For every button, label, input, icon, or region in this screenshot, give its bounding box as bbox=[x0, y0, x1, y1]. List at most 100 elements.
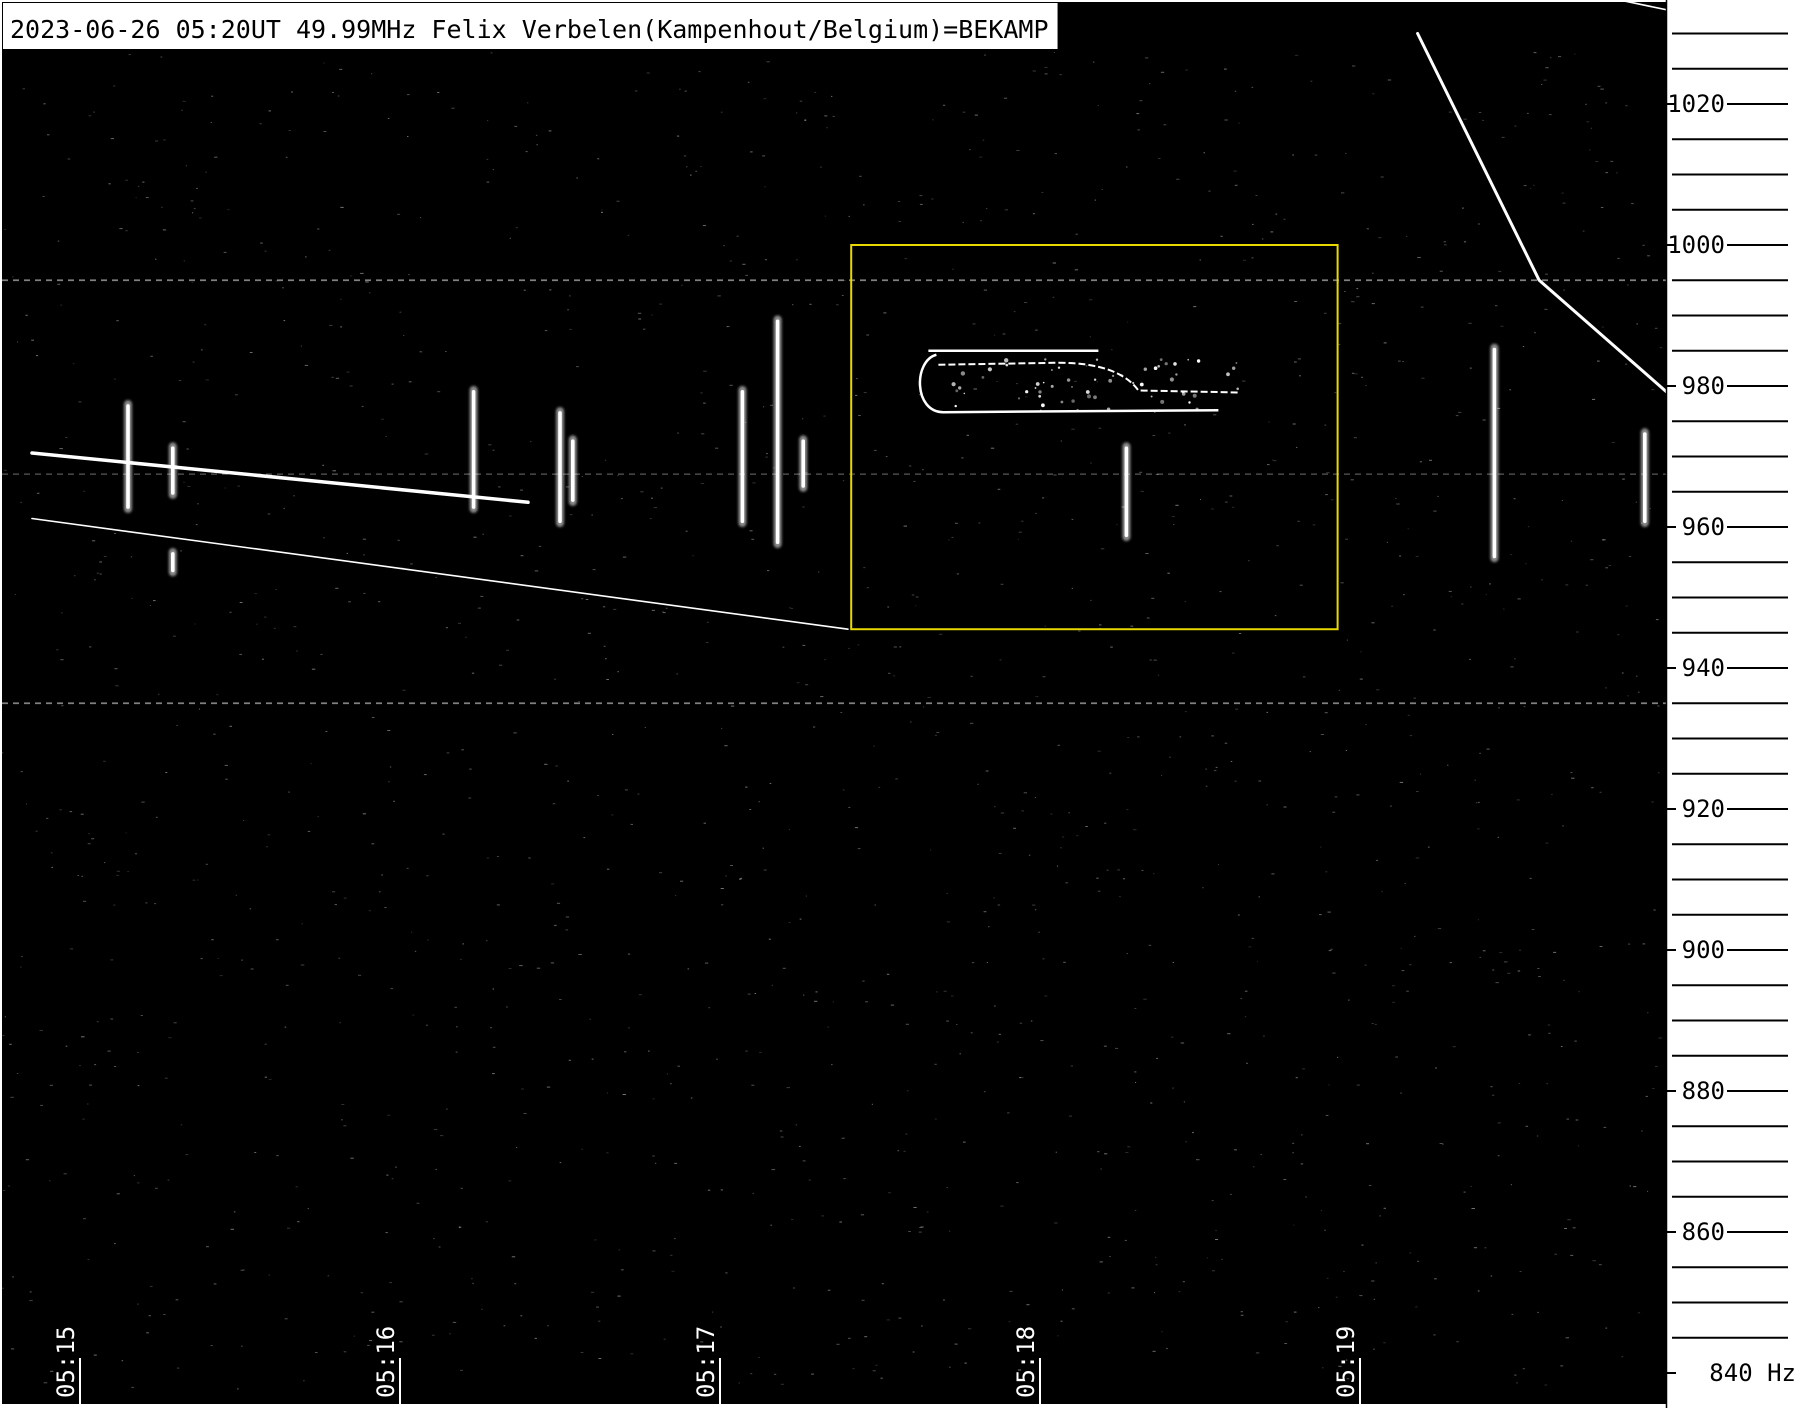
noise-speck bbox=[1622, 478, 1625, 480]
highlight-box bbox=[850, 244, 1339, 631]
noise-speck bbox=[1071, 428, 1075, 430]
noise-speck bbox=[720, 111, 723, 113]
noise-speck bbox=[176, 725, 178, 726]
head-echo-trail bbox=[1615, 0, 1697, 17]
noise-speck bbox=[814, 91, 817, 93]
noise-speck bbox=[554, 678, 556, 680]
noise-speck bbox=[598, 1320, 601, 1322]
noise-speck bbox=[1242, 259, 1247, 261]
noise-speck bbox=[1032, 70, 1036, 72]
noise-speck bbox=[1170, 1036, 1174, 1038]
noise-speck bbox=[1089, 336, 1092, 338]
noise-speck bbox=[243, 820, 245, 821]
noise-speck bbox=[873, 745, 875, 747]
noise-speck bbox=[606, 1092, 608, 1094]
noise-speck bbox=[297, 1221, 300, 1223]
noise-speck bbox=[788, 922, 791, 923]
noise-speck bbox=[361, 406, 364, 407]
noise-speck bbox=[1522, 1368, 1525, 1370]
noise-speck bbox=[1389, 805, 1392, 807]
noise-speck bbox=[192, 879, 196, 881]
noise-speck bbox=[705, 642, 709, 643]
noise-speck bbox=[1546, 1083, 1548, 1085]
noise-speck bbox=[556, 902, 561, 904]
noise-speck bbox=[67, 158, 71, 160]
noise-speck bbox=[651, 497, 653, 499]
noise-speck bbox=[1251, 257, 1254, 259]
noise-speck bbox=[1324, 712, 1328, 714]
noise-speck bbox=[1070, 1065, 1073, 1067]
noise-speck bbox=[616, 200, 620, 202]
noise-speck bbox=[369, 292, 371, 294]
meteor-ping bbox=[471, 390, 476, 509]
noise-speck bbox=[481, 1308, 483, 1310]
noise-speck bbox=[999, 659, 1002, 661]
noise-speck bbox=[730, 865, 733, 866]
noise-speck bbox=[1154, 1256, 1157, 1258]
noise-speck bbox=[888, 672, 891, 674]
noise-speck bbox=[249, 352, 253, 353]
noise-speck bbox=[1448, 111, 1452, 113]
noise-speck bbox=[804, 119, 807, 121]
long-echo-fragment bbox=[1004, 358, 1009, 363]
noise-speck bbox=[1199, 259, 1201, 261]
noise-speck bbox=[888, 1192, 891, 1194]
noise-speck bbox=[1610, 160, 1614, 162]
noise-speck bbox=[113, 1066, 117, 1067]
noise-speck bbox=[1240, 1311, 1243, 1313]
noise-speck bbox=[1294, 361, 1297, 363]
noise-speck bbox=[451, 107, 455, 109]
noise-speck bbox=[1470, 586, 1472, 588]
noise-speck bbox=[1152, 1350, 1156, 1352]
noise-speck bbox=[1628, 556, 1632, 557]
noise-speck bbox=[576, 177, 578, 179]
noise-speck bbox=[813, 726, 816, 728]
noise-speck bbox=[175, 1299, 179, 1301]
noise-speck bbox=[652, 1250, 656, 1252]
noise-speck bbox=[391, 1178, 394, 1180]
noise-speck bbox=[1456, 1341, 1459, 1343]
noise-speck bbox=[1605, 172, 1609, 174]
noise-speck bbox=[970, 1032, 973, 1034]
noise-speck bbox=[1003, 97, 1008, 99]
long-echo-fragment bbox=[951, 382, 956, 387]
noise-speck bbox=[465, 636, 467, 638]
noise-speck bbox=[985, 208, 988, 210]
noise-speck bbox=[771, 984, 773, 986]
noise-speck bbox=[802, 644, 806, 646]
noise-speck bbox=[20, 771, 23, 773]
noise-speck bbox=[1346, 1378, 1350, 1380]
noise-speck bbox=[580, 1352, 584, 1353]
noise-speck bbox=[473, 536, 477, 538]
noise-speck bbox=[1637, 1312, 1641, 1314]
noise-speck bbox=[670, 1254, 673, 1256]
noise-speck bbox=[782, 967, 786, 969]
noise-speck bbox=[795, 1124, 798, 1126]
noise-speck bbox=[1026, 1304, 1030, 1306]
noise-speck bbox=[1395, 1056, 1398, 1058]
noise-speck bbox=[385, 1232, 388, 1234]
noise-speck bbox=[181, 109, 183, 111]
noise-speck bbox=[1155, 473, 1159, 475]
noise-speck bbox=[920, 1325, 923, 1327]
noise-speck bbox=[445, 351, 447, 352]
noise-speck bbox=[275, 589, 278, 590]
noise-speck bbox=[805, 895, 807, 897]
noise-speck bbox=[1016, 150, 1020, 151]
noise-speck bbox=[1097, 750, 1101, 752]
noise-speck bbox=[613, 608, 617, 610]
noise-speck bbox=[763, 98, 767, 100]
noise-speck bbox=[205, 863, 208, 865]
noise-speck bbox=[180, 1124, 183, 1126]
noise-speck bbox=[1130, 625, 1134, 627]
noise-speck bbox=[508, 1180, 512, 1182]
noise-speck bbox=[1275, 213, 1278, 215]
meteor-ping bbox=[571, 439, 575, 502]
long-echo-fragment bbox=[1236, 387, 1239, 391]
noise-speck bbox=[1380, 176, 1384, 178]
noise-speck bbox=[61, 612, 63, 614]
noise-speck bbox=[1020, 1077, 1024, 1079]
noise-speck bbox=[1537, 1311, 1539, 1313]
noise-speck bbox=[897, 201, 901, 202]
noise-speck bbox=[1526, 112, 1529, 114]
